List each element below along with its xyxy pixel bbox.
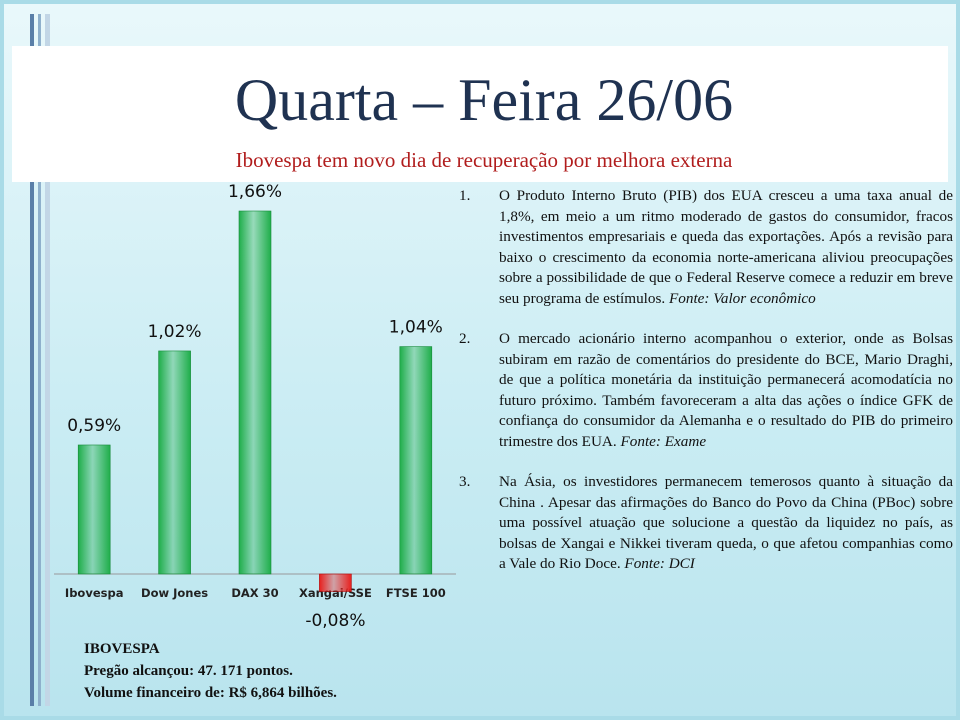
bar xyxy=(238,210,272,575)
value-label: 1,04% xyxy=(389,318,443,338)
bar xyxy=(158,350,191,575)
x-tick-label: DAX 30 xyxy=(231,586,278,600)
item-number: 2. xyxy=(459,330,471,347)
item-text: O mercado acionário interno acompanhou o… xyxy=(499,330,953,450)
x-tick-label: Dow Jones xyxy=(141,586,208,600)
item-number: 3. xyxy=(459,473,471,490)
item-source: Fonte: Valor econômico xyxy=(668,289,816,307)
bar xyxy=(319,573,352,592)
item-list: 1. O Produto Interno Bruto (PIB) dos EUA … xyxy=(459,186,953,595)
summary-line: Volume financeiro de: R$ 6,864 bilhões. xyxy=(84,685,337,701)
summary-line: Pregão alcançou: 47. 171 pontos. xyxy=(84,663,293,679)
value-label: 1,66% xyxy=(228,182,282,202)
item-number: 1. xyxy=(459,187,471,204)
item-body: O Produto Interno Bruto (PIB) dos EUA cr… xyxy=(499,186,953,309)
stripe xyxy=(30,14,34,706)
list-item: 3. Na Ásia, os investidores permanecem te… xyxy=(459,472,953,575)
x-tick-label: FTSE 100 xyxy=(386,586,446,600)
summary: IBOVESPA Pregão alcançou: 47. 171 pontos… xyxy=(84,638,337,704)
stripe xyxy=(45,14,50,706)
value-label: -0,08% xyxy=(305,611,365,631)
bar xyxy=(77,444,111,575)
item-source: Fonte: DCI xyxy=(624,555,695,572)
item-body: O mercado acionário interno acompanhou o… xyxy=(499,329,953,452)
summary-heading: IBOVESPA xyxy=(84,641,160,657)
title: Quarta – Feira 26/06 xyxy=(234,67,734,133)
x-tick-label: Xangai/SSE xyxy=(299,586,372,600)
item-text: O Produto Interno Bruto (PIB) dos EUA cr… xyxy=(499,187,953,307)
title-band xyxy=(12,46,948,182)
x-tick-label: Ibovespa xyxy=(65,586,124,600)
stripe xyxy=(38,14,41,706)
value-label: 0,59% xyxy=(67,416,121,436)
item-body: Na Ásia, os investidores permanecem teme… xyxy=(499,472,953,575)
value-label: 1,02% xyxy=(148,322,202,342)
bar xyxy=(399,346,433,575)
chart: Ibovespa 0,59% Dow Jones 1,02% DAX 30 1,66% Xa… xyxy=(54,182,456,631)
item-source: Fonte: Exame xyxy=(620,432,707,450)
list-item: 1. O Produto Interno Bruto (PIB) dos EUA … xyxy=(459,186,953,309)
subtitle: Ibovespa tem novo dia de recuperação por… xyxy=(235,148,733,172)
list-item: 2. O mercado acionário interno acompanhou… xyxy=(459,329,953,452)
item-text: Na Ásia, os investidores permanecem teme… xyxy=(499,473,953,572)
